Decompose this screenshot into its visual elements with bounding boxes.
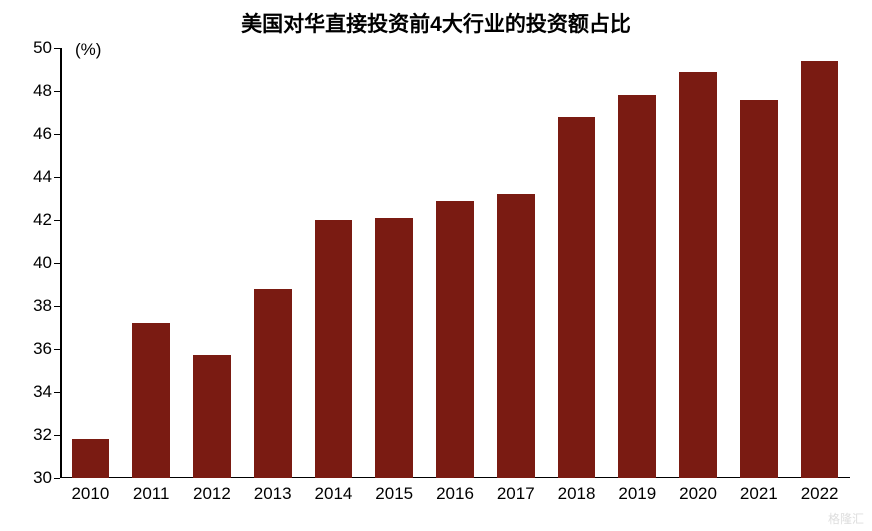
- bar: [193, 355, 231, 478]
- y-axis-label: 32: [33, 425, 52, 445]
- bar: [618, 95, 656, 478]
- x-axis-label: 2013: [254, 484, 292, 504]
- bar: [254, 289, 292, 478]
- bar: [740, 100, 778, 478]
- chart-container: 美国对华直接投资前4大行业的投资额占比 (%) 3032343638404244…: [0, 0, 872, 531]
- bar: [679, 72, 717, 478]
- x-axis-label: 2022: [801, 484, 839, 504]
- bar: [315, 220, 353, 478]
- bars-group: [60, 48, 850, 478]
- bar: [436, 201, 474, 478]
- y-axis-label: 46: [33, 124, 52, 144]
- x-axis-label: 2021: [740, 484, 778, 504]
- y-axis-label: 30: [33, 468, 52, 488]
- chart-title: 美国对华直接投资前4大行业的投资额占比: [0, 8, 872, 38]
- x-axis-label: 2014: [315, 484, 353, 504]
- y-axis-label: 48: [33, 81, 52, 101]
- x-axis-label: 2020: [679, 484, 717, 504]
- y-axis-label: 42: [33, 210, 52, 230]
- bar: [497, 194, 535, 478]
- bar: [801, 61, 839, 478]
- x-axis-label: 2018: [558, 484, 596, 504]
- plot-area: 3032343638404244464850 20102011201220132…: [60, 48, 850, 478]
- x-axis-label: 2011: [133, 484, 170, 504]
- bar: [72, 439, 110, 478]
- y-axis-label: 34: [33, 382, 52, 402]
- x-axis-label: 2017: [497, 484, 535, 504]
- x-axis-label: 2012: [193, 484, 231, 504]
- y-axis-label: 38: [33, 296, 52, 316]
- watermark: 格隆汇: [828, 510, 864, 527]
- bar: [132, 323, 170, 478]
- x-axis-label: 2019: [618, 484, 656, 504]
- x-axis-label: 2015: [375, 484, 413, 504]
- x-axis-label: 2010: [71, 484, 109, 504]
- y-axis-label: 50: [33, 38, 52, 58]
- y-axis-label: 36: [33, 339, 52, 359]
- bar: [558, 117, 596, 478]
- bar: [375, 218, 413, 478]
- y-axis-label: 44: [33, 167, 52, 187]
- x-axis-label: 2016: [436, 484, 474, 504]
- y-axis-label: 40: [33, 253, 52, 273]
